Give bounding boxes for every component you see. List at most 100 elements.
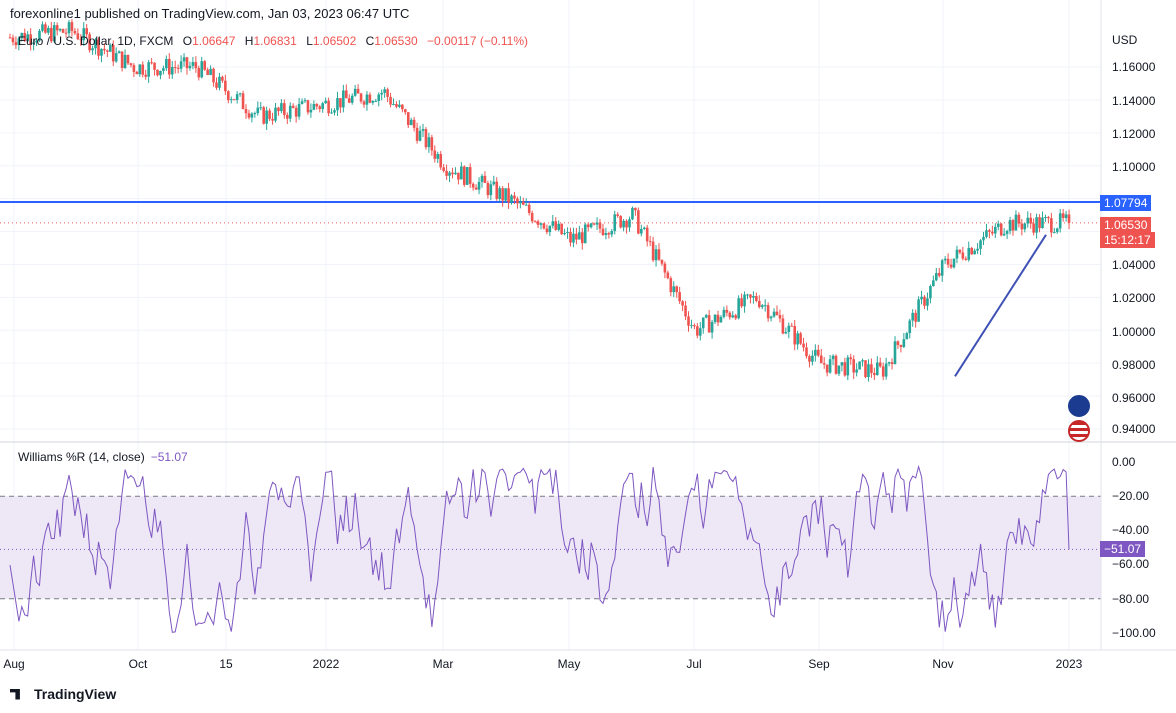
- candle-body: [781, 318, 785, 334]
- candle-body: [926, 298, 929, 306]
- candle-body: [982, 236, 985, 241]
- eu-flag-icon[interactable]: [1068, 395, 1090, 417]
- time-tick: May: [557, 657, 581, 671]
- candle-body: [439, 154, 442, 168]
- candle-body: [100, 48, 103, 56]
- candle-body: [943, 258, 947, 261]
- candle-body: [701, 317, 705, 329]
- tradingview-logo-icon: [10, 688, 20, 700]
- candle-body: [179, 61, 183, 69]
- candle-body: [539, 223, 543, 225]
- candle-body: [365, 94, 369, 105]
- candle-body: [976, 248, 979, 251]
- candle-body: [955, 249, 959, 259]
- us-flag-icon[interactable]: [1068, 420, 1090, 442]
- candle-body: [409, 119, 413, 126]
- candle-body: [846, 357, 850, 376]
- candle-body: [483, 175, 487, 183]
- candle-body: [424, 129, 428, 148]
- candle-body: [244, 109, 248, 114]
- candle-body: [604, 233, 608, 235]
- candle-body: [572, 233, 575, 243]
- candle-body: [607, 233, 611, 235]
- candle-body: [731, 315, 735, 318]
- candle-body: [920, 296, 923, 300]
- candle-body: [793, 326, 796, 345]
- candle-body: [760, 305, 764, 308]
- candle-body: [958, 249, 962, 253]
- candle-body: [822, 363, 826, 365]
- candle-body: [628, 219, 631, 228]
- candle-body: [106, 50, 109, 52]
- candle-body: [952, 258, 956, 268]
- candle-body: [678, 292, 681, 302]
- candle-body: [153, 62, 156, 70]
- candle-body: [120, 51, 124, 68]
- candle-body: [359, 93, 363, 102]
- candle-body: [229, 99, 233, 101]
- candle-body: [519, 201, 522, 204]
- candle-body: [1020, 223, 1024, 230]
- candle-body: [937, 273, 941, 276]
- williams-gridlines: [0, 495, 1101, 600]
- candle-body: [533, 221, 537, 223]
- candle-body: [235, 94, 239, 100]
- candle-body: [1032, 223, 1035, 233]
- candle-body: [1008, 220, 1012, 232]
- candle-body: [194, 62, 198, 69]
- candle-body: [415, 127, 419, 141]
- candle-body: [861, 360, 864, 362]
- candle-body: [654, 249, 658, 261]
- close-label: C: [365, 34, 375, 48]
- candle-body: [613, 214, 617, 231]
- candle-body: [247, 113, 251, 118]
- candle-body: [979, 240, 982, 249]
- candle-body: [560, 223, 563, 235]
- candle-body: [29, 34, 32, 45]
- candle-body: [406, 112, 410, 126]
- candle-body: [144, 74, 147, 77]
- trendline[interactable]: [954, 234, 1047, 377]
- candle-body: [699, 328, 702, 336]
- candle-body: [849, 357, 853, 360]
- candle-body: [917, 299, 920, 322]
- candle-body: [994, 226, 997, 234]
- candle-body: [896, 341, 900, 345]
- candle-body: [876, 362, 879, 376]
- candle-body: [755, 296, 758, 301]
- candle-body: [681, 301, 684, 306]
- candle-body: [932, 280, 935, 287]
- candle-body: [887, 362, 891, 364]
- candle-body: [480, 175, 484, 182]
- candle-body: [241, 93, 245, 110]
- williams-value-badge: −51.07: [1100, 541, 1146, 557]
- candle-body: [442, 167, 445, 171]
- candle-body: [583, 224, 587, 244]
- candle-body: [929, 286, 932, 299]
- candle-body: [188, 65, 192, 69]
- change-value: −0.00117 (−0.11%): [427, 34, 528, 48]
- candle-body: [250, 113, 254, 118]
- candle-body: [902, 339, 906, 348]
- candle-body: [967, 247, 971, 260]
- williams-name[interactable]: Williams %R (14, close): [18, 450, 145, 464]
- candle-body: [805, 347, 808, 357]
- candle-body: [660, 259, 664, 264]
- candle-body: [1050, 218, 1053, 233]
- candle-body: [471, 183, 475, 188]
- symbol-name[interactable]: Euro / U.S. Dollar, 1D, FXCM: [18, 34, 174, 48]
- candle-body: [114, 53, 118, 62]
- candle-body: [492, 181, 496, 185]
- williams-r-line: [9, 464, 1070, 633]
- candle-body: [256, 107, 260, 114]
- candle-body: [489, 184, 493, 196]
- candle-body: [775, 311, 779, 316]
- candle-body: [648, 241, 652, 243]
- footer-brand: TradingView: [34, 686, 117, 702]
- footer-logo[interactable]: TradingView: [10, 686, 116, 702]
- candle-body: [398, 104, 401, 107]
- candle-body: [825, 364, 829, 373]
- price-tick: 0.98000: [1112, 358, 1156, 372]
- candle-body: [280, 103, 283, 112]
